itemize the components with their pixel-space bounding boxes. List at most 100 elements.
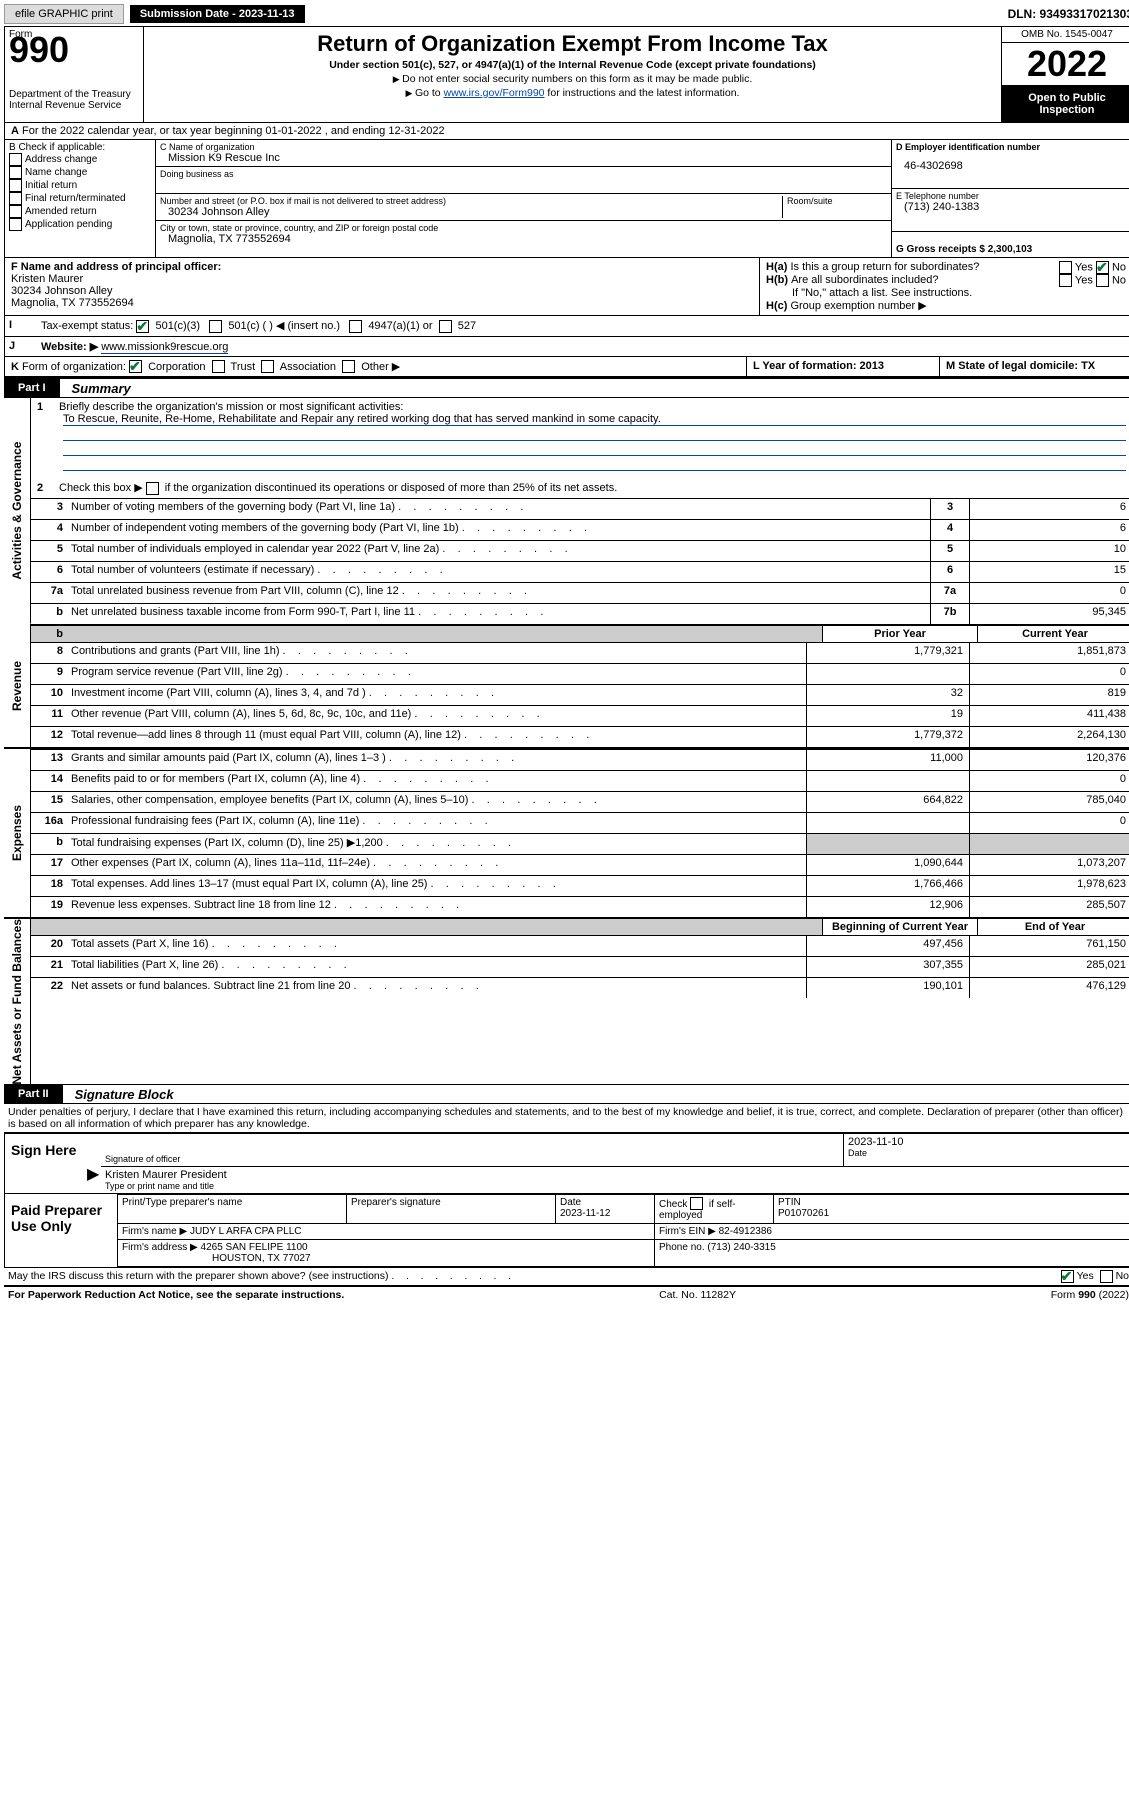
chk-self-employed[interactable] (690, 1197, 703, 1210)
efile-print-button[interactable]: efile GRAPHIC print (4, 4, 124, 24)
preparer-table: Print/Type preparer's name Preparer's si… (117, 1194, 1129, 1267)
summary-line: 14Benefits paid to or for members (Part … (31, 770, 1129, 791)
row-klm: K Form of organization: Corporation Trus… (4, 357, 1129, 378)
side-activities: Activities & Governance (4, 398, 31, 624)
omb-number: OMB No. 1545-0047 (1002, 27, 1129, 43)
form-header: Form 990 Department of the Treasury Inte… (4, 26, 1129, 123)
revenue-section: Revenue b Prior Year Current Year 8Contr… (4, 624, 1129, 747)
state-domicile: M State of legal domicile: TX (939, 357, 1129, 377)
officer-title: Kristen Maurer President (105, 1169, 1128, 1181)
summary-line: 11Other revenue (Part VIII, column (A), … (31, 705, 1129, 726)
chk-527[interactable] (439, 320, 452, 333)
summary-line: 21Total liabilities (Part X, line 26)307… (31, 956, 1129, 977)
footer: For Paperwork Reduction Act Notice, see … (4, 1287, 1129, 1303)
website[interactable]: www.missionk9rescue.org (101, 341, 228, 354)
summary-line: bNet unrelated business taxable income f… (31, 603, 1129, 624)
summary-line: 6Total number of volunteers (estimate if… (31, 561, 1129, 582)
summary-line: 7aTotal unrelated business revenue from … (31, 582, 1129, 603)
row-fh: F Name and address of principal officer:… (4, 258, 1129, 316)
submission-date-button[interactable]: Submission Date - 2023-11-13 (130, 5, 305, 23)
summary-line: 8Contributions and grants (Part VIII, li… (31, 642, 1129, 663)
firm-name: JUDY L ARFA CPA PLLC (190, 1226, 302, 1237)
col-prior-year: Prior Year (822, 626, 977, 642)
chk-4947[interactable] (349, 320, 362, 333)
col-f: F Name and address of principal officer:… (5, 258, 759, 315)
telephone: (713) 240-1383 (896, 201, 1128, 213)
org-name: Mission K9 Rescue Inc (160, 152, 887, 164)
sign-arrow-icon: ▶ (87, 1134, 101, 1193)
section-bcdefg: B Check if applicable: Address change Na… (4, 140, 1129, 258)
department: Department of the Treasury Internal Reve… (9, 89, 139, 111)
discuss-yes[interactable] (1061, 1270, 1074, 1283)
col-end-year: End of Year (977, 919, 1129, 935)
activities-governance: Activities & Governance 1Briefly describ… (4, 397, 1129, 624)
summary-line: 15Salaries, other compensation, employee… (31, 791, 1129, 812)
chk-amended-return[interactable] (9, 205, 22, 218)
street-cell: Number and street (or P.O. box if mail i… (156, 194, 891, 221)
summary-line: 10Investment income (Part VIII, column (… (31, 684, 1129, 705)
col-h: H(a) Is this a group return for subordin… (759, 258, 1129, 315)
ein-cell: D Employer identification number 46-4302… (892, 140, 1129, 189)
form-label: Form (9, 29, 32, 40)
summary-line: 5Total number of individuals employed in… (31, 540, 1129, 561)
summary-line: 4Number of independent voting members of… (31, 519, 1129, 540)
discuss-no[interactable] (1100, 1270, 1113, 1283)
col-begin-year: Beginning of Current Year (822, 919, 977, 935)
chk-association[interactable] (261, 360, 274, 373)
chk-discontinued[interactable] (146, 482, 159, 495)
part1-header: Part I Summary (4, 377, 1129, 397)
chk-final-return[interactable] (9, 192, 22, 205)
summary-line: bTotal fundraising expenses (Part IX, co… (31, 833, 1129, 854)
netassets-section: Net Assets or Fund Balances Beginning of… (4, 917, 1129, 1086)
row-i: I Tax-exempt status: 501(c)(3) 501(c) ( … (4, 316, 1129, 337)
chk-trust[interactable] (212, 360, 225, 373)
firm-phone: (713) 240-3315 (707, 1242, 775, 1253)
expenses-section: Expenses 13Grants and similar amounts pa… (4, 747, 1129, 917)
chk-address-change[interactable] (9, 153, 22, 166)
open-to-public: Open to Public Inspection (1002, 86, 1129, 122)
dba-cell: Doing business as (156, 167, 891, 194)
chk-application-pending[interactable] (9, 218, 22, 231)
org-name-cell: C Name of organization Mission K9 Rescue… (156, 140, 891, 167)
ha-yes[interactable] (1059, 261, 1072, 274)
hb-no[interactable] (1096, 274, 1109, 287)
gross-receipts: G Gross receipts $ 2,300,103 (892, 232, 1129, 257)
phone-cell: E Telephone number (713) 240-1383 (892, 189, 1129, 232)
summary-line: 20Total assets (Part X, line 16)497,4567… (31, 935, 1129, 956)
side-netassets: Net Assets or Fund Balances (4, 919, 31, 1085)
street-address: 30234 Johnson Alley (160, 206, 782, 218)
year-formation: L Year of formation: 2013 (746, 357, 939, 377)
summary-line: 16aProfessional fundraising fees (Part I… (31, 812, 1129, 833)
form-subtitle: Under section 501(c), 527, or 4947(a)(1)… (150, 59, 995, 71)
chk-name-change[interactable] (9, 166, 22, 179)
irs-link[interactable]: www.irs.gov/Form990 (444, 87, 545, 99)
summary-line: 22Net assets or fund balances. Subtract … (31, 977, 1129, 998)
col-current-year: Current Year (977, 626, 1129, 642)
side-expenses: Expenses (4, 749, 31, 917)
chk-initial-return[interactable] (9, 179, 22, 192)
summary-line: 19Revenue less expenses. Subtract line 1… (31, 896, 1129, 917)
ha-no[interactable] (1096, 261, 1109, 274)
dln: DLN: 93493317021303 (1008, 7, 1129, 21)
prep-date: 2023-11-12 (560, 1208, 610, 1219)
chk-501c3[interactable] (136, 320, 149, 333)
ein: 46-4302698 (896, 160, 1128, 172)
officer-name: Kristen Maurer (11, 273, 753, 285)
summary-line: 3Number of voting members of the governi… (31, 498, 1129, 519)
firm-ein: 82-4912386 (719, 1226, 772, 1237)
summary-line: 17Other expenses (Part IX, column (A), l… (31, 854, 1129, 875)
chk-other[interactable] (342, 360, 355, 373)
penalty-statement: Under penalties of perjury, I declare th… (4, 1103, 1129, 1132)
paid-preparer-label: Paid Preparer Use Only (5, 1194, 117, 1267)
hb-yes[interactable] (1059, 274, 1072, 287)
part2-header: Part II Signature Block (4, 1085, 1129, 1103)
city-state-zip: Magnolia, TX 773552694 (160, 233, 887, 245)
summary-line: 12Total revenue—add lines 8 through 11 (… (31, 726, 1129, 747)
ptin: P01070261 (778, 1208, 829, 1219)
irs-discuss-row: May the IRS discuss this return with the… (4, 1268, 1129, 1287)
sig-date: 2023-11-10 (848, 1136, 1128, 1148)
chk-corporation[interactable] (129, 360, 142, 373)
b-label: B Check if applicable: (9, 142, 151, 153)
form-title: Return of Organization Exempt From Incom… (150, 31, 995, 57)
chk-501c[interactable] (209, 320, 222, 333)
